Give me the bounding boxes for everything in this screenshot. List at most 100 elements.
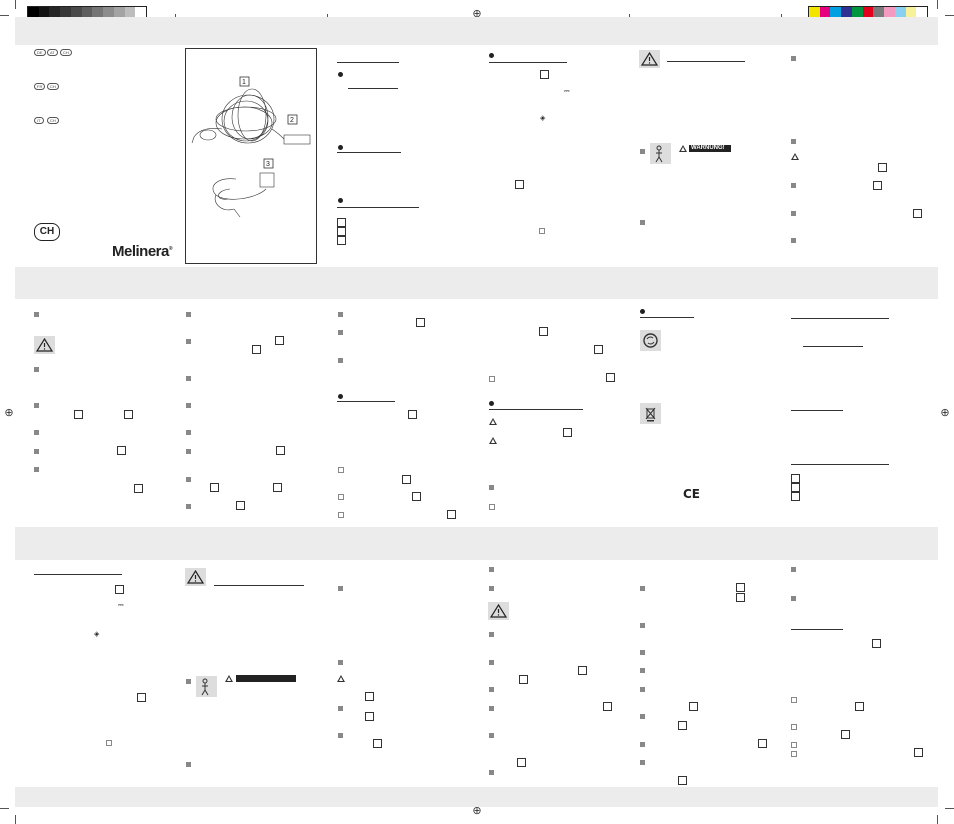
bullet <box>489 660 494 665</box>
item-box <box>134 484 143 493</box>
bullet <box>186 477 191 482</box>
calibration-swatch <box>60 7 71 18</box>
calibration-swatch <box>905 7 917 18</box>
section-heading-rule <box>791 629 843 630</box>
section-heading-rule <box>667 61 745 62</box>
item-box <box>855 702 864 711</box>
crop-mark <box>945 15 954 16</box>
indoor-symbol-icon <box>539 228 545 234</box>
bullet <box>791 211 796 216</box>
item-box <box>539 327 548 336</box>
item-box <box>117 446 126 455</box>
warning-triangle-icon <box>489 437 497 444</box>
item-box <box>878 163 887 172</box>
item-box <box>337 227 346 236</box>
light-symbol-icon: ◈ <box>94 631 100 638</box>
crop-mark <box>0 808 9 809</box>
calibration-swatch <box>851 7 863 18</box>
recycling-icon <box>640 330 661 351</box>
item-box <box>872 639 881 648</box>
waste-bin-icon <box>640 403 661 424</box>
bullet <box>640 687 645 692</box>
crop-mark <box>15 815 16 824</box>
warning-triangle-icon <box>225 675 233 682</box>
list-marker <box>791 742 797 748</box>
list-marker <box>791 751 797 757</box>
registration-mark-top: ⊕ <box>472 8 482 20</box>
calibration-swatch <box>873 7 885 18</box>
item-box <box>873 181 882 190</box>
bullet <box>489 706 494 711</box>
bullet <box>640 714 645 719</box>
warning-triangle-icon <box>679 145 687 152</box>
warning-icon <box>34 336 55 354</box>
section-heading-rule <box>791 464 889 465</box>
bullet <box>338 72 343 77</box>
item-box <box>373 739 382 748</box>
bullet <box>791 596 796 601</box>
bullet <box>640 149 645 154</box>
list-marker <box>338 467 344 473</box>
item-box <box>678 776 687 785</box>
callout-3: 3 <box>266 161 270 168</box>
item-box <box>365 692 374 701</box>
calibration-swatch <box>135 7 146 18</box>
section-heading-rule <box>640 317 694 318</box>
item-box <box>408 410 417 419</box>
item-box <box>791 474 800 483</box>
crop-mark <box>937 815 938 824</box>
calibration-swatch <box>862 7 874 18</box>
bullet <box>489 401 494 406</box>
item-box <box>603 702 612 711</box>
item-box <box>563 428 572 437</box>
sub-heading-rule <box>348 88 398 89</box>
warning-banner: WARNUNG! <box>689 145 731 152</box>
bullet <box>34 449 39 454</box>
bullet <box>338 330 343 335</box>
bullet <box>338 198 343 203</box>
bullet <box>186 403 191 408</box>
calibration-swatch <box>49 7 61 18</box>
bullet <box>34 403 39 408</box>
bullet <box>791 183 796 188</box>
country-badge: CH <box>34 223 60 241</box>
bullet <box>338 660 343 665</box>
bullet <box>34 367 39 372</box>
brand-logo: Melinera® <box>112 243 173 260</box>
language-badge: CH <box>60 49 72 56</box>
bullet <box>640 742 645 747</box>
calibration-swatch <box>70 7 82 18</box>
light-string-drawing: 1 2 3 <box>191 76 311 218</box>
bullet <box>791 238 796 243</box>
bullet <box>186 430 191 435</box>
item-box <box>115 585 124 594</box>
item-box <box>540 70 549 79</box>
item-box <box>137 693 146 702</box>
calibration-swatch <box>819 7 831 18</box>
calibration-swatch <box>124 7 136 18</box>
language-badge: CH <box>47 83 59 90</box>
warning-banner-redacted <box>236 675 296 682</box>
light-symbol-icon: ◈ <box>540 115 546 122</box>
section-heading-rule <box>214 585 304 586</box>
warning-icon <box>185 568 206 586</box>
bullet <box>186 312 191 317</box>
section-heading-rule <box>337 401 395 402</box>
item-box <box>914 748 923 757</box>
item-box <box>517 758 526 767</box>
bullet <box>34 430 39 435</box>
registration-mark-left: ⊕ <box>4 407 14 419</box>
list-marker <box>791 697 797 703</box>
list-marker <box>791 724 797 730</box>
registration-mark-right: ⊕ <box>940 407 950 419</box>
bullet <box>34 312 39 317</box>
item-box <box>519 675 528 684</box>
plug-symbol-icon: ⎓ <box>564 88 570 95</box>
section-heading-rule <box>489 62 567 63</box>
bullet <box>338 358 343 363</box>
item-box <box>678 721 687 730</box>
section-heading-rule <box>791 410 843 411</box>
callout-2: 2 <box>290 117 294 124</box>
list-marker <box>338 494 344 500</box>
calibration-swatch <box>830 7 842 18</box>
